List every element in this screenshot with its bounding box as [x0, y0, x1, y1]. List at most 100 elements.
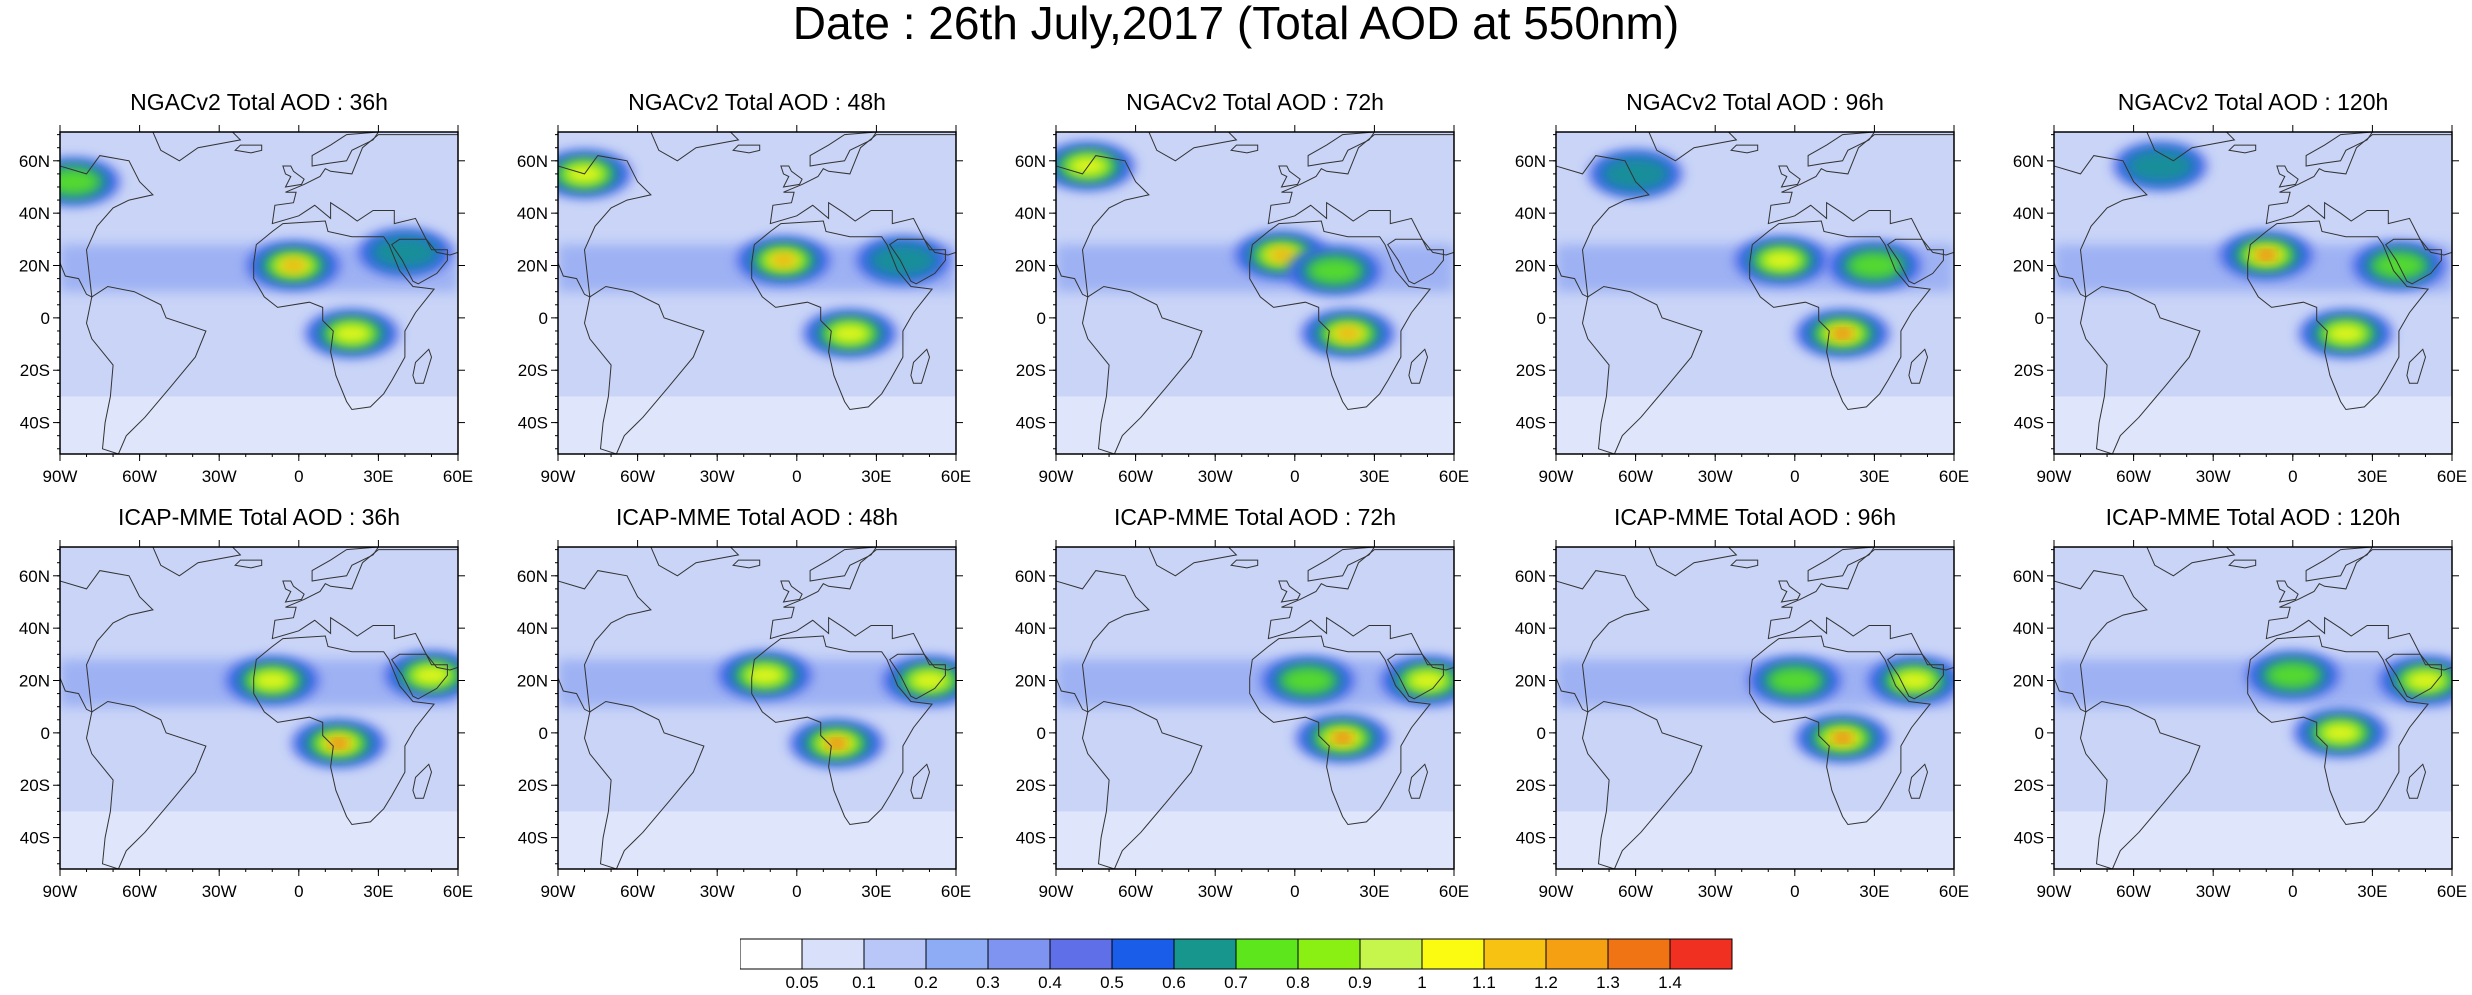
lon-tick-label: 30W	[2196, 882, 2231, 901]
lon-tick-label: 90W	[43, 882, 78, 901]
lon-tick-label: 30E	[1859, 467, 1889, 486]
colorbar-box	[1669, 938, 1733, 970]
lat-tick-label: 0	[2035, 309, 2044, 328]
map-frame	[1555, 131, 1955, 455]
coastline	[2228, 144, 2257, 154]
panel-title: ICAP-MME Total AOD : 48h	[615, 504, 899, 530]
aod-plume	[2265, 661, 2320, 689]
colorbar-label: 0.2	[914, 973, 938, 990]
coastline	[1730, 559, 1759, 569]
map-frame	[59, 546, 459, 870]
figure-title: Date : 26th July,2017 (Total AOD at 550n…	[792, 0, 1680, 49]
lat-tick-label: 20N	[2013, 672, 2044, 691]
lon-tick-label: 60E	[1439, 467, 1469, 486]
lat-tick-label: 20N	[2013, 257, 2044, 276]
lat-tick-label: 20S	[1016, 361, 1046, 380]
colorbar-box	[1483, 938, 1547, 970]
colorbar-label: 1.4	[1658, 973, 1682, 990]
lat-tick-label: 60N	[517, 567, 548, 586]
coastline	[311, 547, 380, 582]
colorbar-box	[1359, 938, 1423, 970]
aod-plume	[829, 323, 870, 344]
lon-tick-label: 60W	[1618, 882, 1653, 901]
colorbar-box	[1297, 938, 1361, 970]
lon-tick-label: 60E	[941, 467, 971, 486]
panel-title: ICAP-MME Total AOD : 72h	[1113, 504, 1397, 530]
lon-tick-label: 90W	[541, 882, 576, 901]
coastline	[271, 134, 458, 256]
lon-tick-label: 30W	[700, 467, 735, 486]
coastline	[1887, 238, 1944, 285]
coastline	[1749, 220, 1932, 411]
lat-tick-label: 20N	[1015, 672, 1046, 691]
lon-tick-label: 30E	[1359, 467, 1389, 486]
lon-tick-label: 90W	[1039, 467, 1074, 486]
coastline	[85, 285, 207, 454]
coastline	[809, 547, 878, 582]
lon-tick-label: 60W	[620, 467, 655, 486]
aod-plume	[411, 665, 452, 686]
coastline	[271, 549, 458, 671]
coastline	[1767, 134, 1954, 256]
lat-tick-label: 20S	[518, 361, 548, 380]
lon-tick-label: 60E	[2437, 467, 2467, 486]
lon-tick-label: 0	[2288, 882, 2297, 901]
map-frame	[59, 131, 459, 455]
coastline	[1307, 132, 1376, 167]
lat-tick-label: 40S	[518, 829, 548, 848]
map-field	[1056, 132, 1454, 454]
coastline	[2247, 220, 2430, 411]
colorbar-label: 0.9	[1348, 973, 1372, 990]
coastline	[2054, 155, 2148, 298]
lat-tick-label: 60N	[1515, 152, 1546, 171]
coastline	[1778, 165, 1801, 188]
panel-title: ICAP-MME Total AOD : 36h	[117, 504, 401, 530]
map-field	[558, 547, 956, 869]
aod-map: 60N 40N 20N 0 20S 40S 90W 60W 30W 0 30E 60E	[19, 125, 473, 486]
map-panel: ICAP-MME Total AOD : 72h 60N 40N 20N 0 20S 40S…	[1000, 503, 1469, 901]
lat-tick-label: 0	[41, 724, 50, 743]
coastline	[889, 653, 946, 700]
lat-tick-label: 20N	[517, 257, 548, 276]
coastline	[1249, 635, 1432, 826]
coastline	[2265, 549, 2452, 671]
aod-plume	[1407, 670, 1448, 691]
colorbar-label: 0.3	[976, 973, 1000, 990]
aod-plume	[1281, 667, 1335, 694]
lat-tick-label: 40S	[2014, 829, 2044, 848]
coastline	[1278, 165, 1301, 188]
coastline	[1249, 220, 1432, 411]
coastline	[1081, 700, 1203, 869]
lat-tick-label: 0	[1037, 724, 1046, 743]
coastline	[1887, 653, 1944, 700]
lat-tick-label: 40N	[19, 204, 50, 223]
coastline	[234, 144, 263, 154]
lat-tick-label: 0	[539, 724, 548, 743]
lon-tick-label: 60W	[1118, 467, 1153, 486]
coastline	[2146, 132, 2236, 162]
aod-plume	[371, 235, 439, 270]
coastline	[1749, 635, 1932, 826]
lat-tick-label: 60N	[1015, 567, 1046, 586]
aod-plume	[909, 670, 950, 691]
coastline	[780, 580, 803, 603]
lat-tick-label: 40N	[517, 619, 548, 638]
coastline	[558, 155, 652, 298]
lon-tick-label: 60E	[1939, 882, 1969, 901]
coastline	[2146, 547, 2236, 577]
coastline	[2305, 547, 2374, 582]
coastline	[910, 763, 931, 799]
coastline	[2079, 700, 2201, 869]
map-frame	[2053, 131, 2453, 455]
lat-tick-label: 20S	[20, 361, 50, 380]
coastline	[60, 570, 154, 713]
lat-tick-label: 60N	[1015, 152, 1046, 171]
coastline	[650, 547, 740, 577]
lon-tick-label: 0	[792, 467, 801, 486]
coastline	[1648, 547, 1738, 577]
aod-clean-band	[1556, 396, 1954, 454]
aod-plume	[1767, 667, 1822, 694]
coastline	[1807, 132, 1876, 167]
lon-tick-label: 30E	[2357, 882, 2387, 901]
lat-tick-label: 0	[2035, 724, 2044, 743]
